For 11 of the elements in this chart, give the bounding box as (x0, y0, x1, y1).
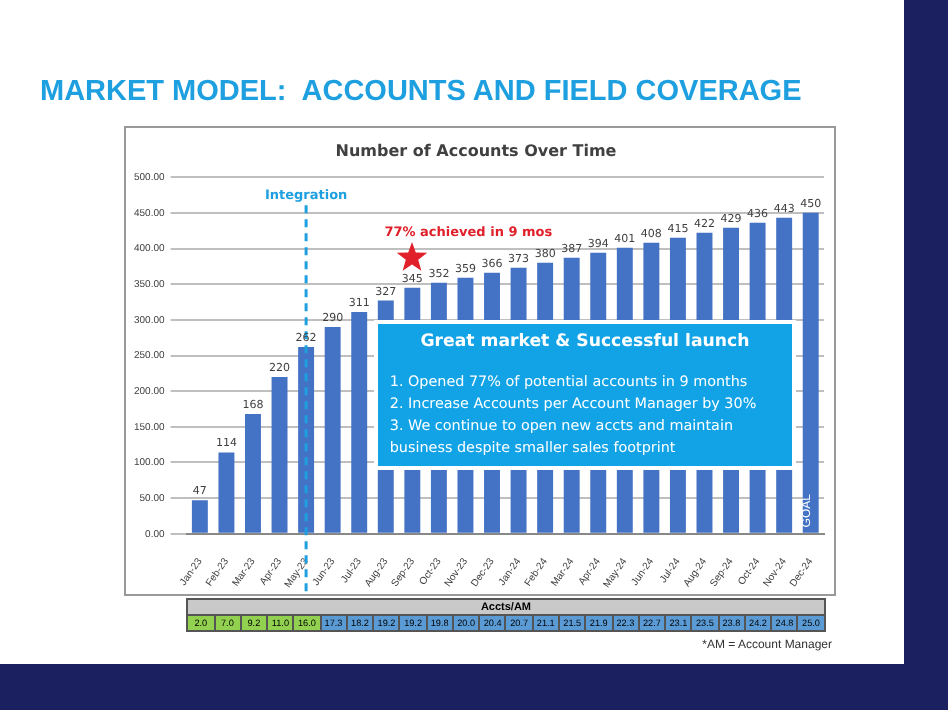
bar (324, 326, 341, 533)
bar (802, 212, 819, 533)
chart-title: MARKET MODEL: ACCOUNTS AND FIELD COVERAGE (40, 76, 802, 108)
bar (218, 452, 235, 533)
bar (351, 312, 368, 533)
annotation: Great market & Successful launch (418, 331, 752, 354)
bar (298, 346, 315, 533)
bar (191, 500, 208, 533)
chart-subtitle: Number of Accounts Over Time (335, 141, 618, 160)
bar (271, 376, 288, 533)
bar (245, 413, 261, 533)
